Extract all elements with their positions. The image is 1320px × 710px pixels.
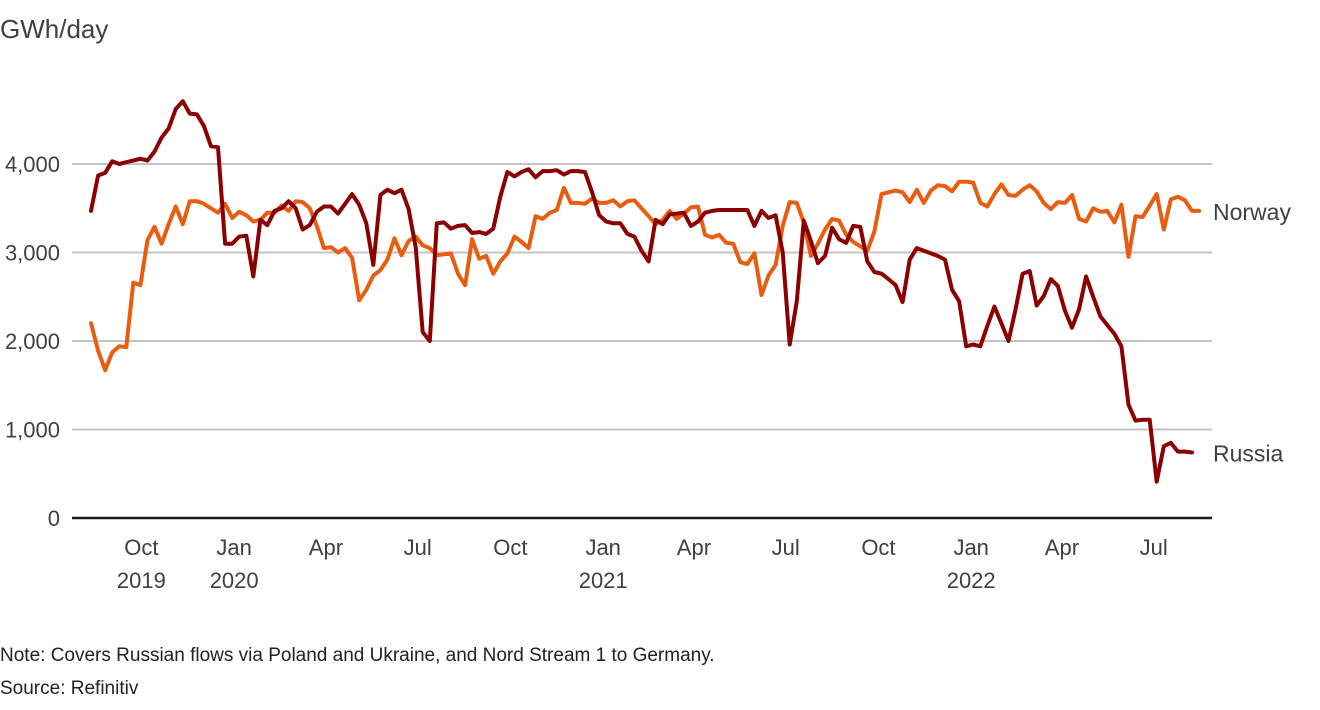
series-label-russia: Russia: [1213, 441, 1284, 467]
y-axis-ticks: 0 1,000 2,000 3,000 4,000: [5, 152, 60, 531]
y-tick-label: 4,000: [5, 152, 60, 177]
series-labels: Russia Norway: [1213, 199, 1291, 467]
chart-note: Note: Covers Russian flows via Poland an…: [0, 645, 715, 666]
x-tick-label: Oct: [861, 535, 895, 560]
x-tick-label: Apr: [1045, 535, 1079, 560]
x-tick-label: Apr: [677, 535, 711, 560]
x-tick-year-label: 2022: [947, 568, 996, 593]
y-axis-unit-label: GWh/day: [0, 14, 109, 44]
y-tick-label: 0: [48, 506, 60, 531]
y-tick-label: 2,000: [5, 329, 60, 354]
x-tick-year-label: 2019: [117, 568, 166, 593]
x-tick-label: Oct: [493, 535, 527, 560]
x-tick-year-label: 2020: [210, 568, 259, 593]
x-tick-label: Jan: [585, 535, 620, 560]
chart-source: Source: Refinitiv: [0, 678, 139, 699]
x-tick-label: Jan: [216, 535, 251, 560]
x-tick-label: Apr: [309, 535, 343, 560]
x-tick-label: Oct: [124, 535, 158, 560]
series-lines: [89, 99, 1202, 484]
line-chart: 0 1,000 2,000 3,000 4,000 Oct 2019 Jan 2020 Apr J…: [5, 99, 1291, 593]
y-tick-label: 1,000: [5, 418, 60, 443]
x-tick-label: Jul: [404, 535, 432, 560]
x-tick-label: Jul: [772, 535, 800, 560]
x-axis-ticks: Oct 2019 Jan 2020 Apr Jul Oct Jan 2021 Apr Jul Oct J…: [117, 535, 1168, 593]
y-tick-label: 3,000: [5, 241, 60, 266]
x-tick-year-label: 2021: [579, 568, 628, 593]
series-label-norway: Norway: [1213, 199, 1291, 225]
x-tick-label: Jul: [1140, 535, 1168, 560]
x-tick-label: Jan: [953, 535, 988, 560]
series-line-russia: [89, 99, 1194, 484]
